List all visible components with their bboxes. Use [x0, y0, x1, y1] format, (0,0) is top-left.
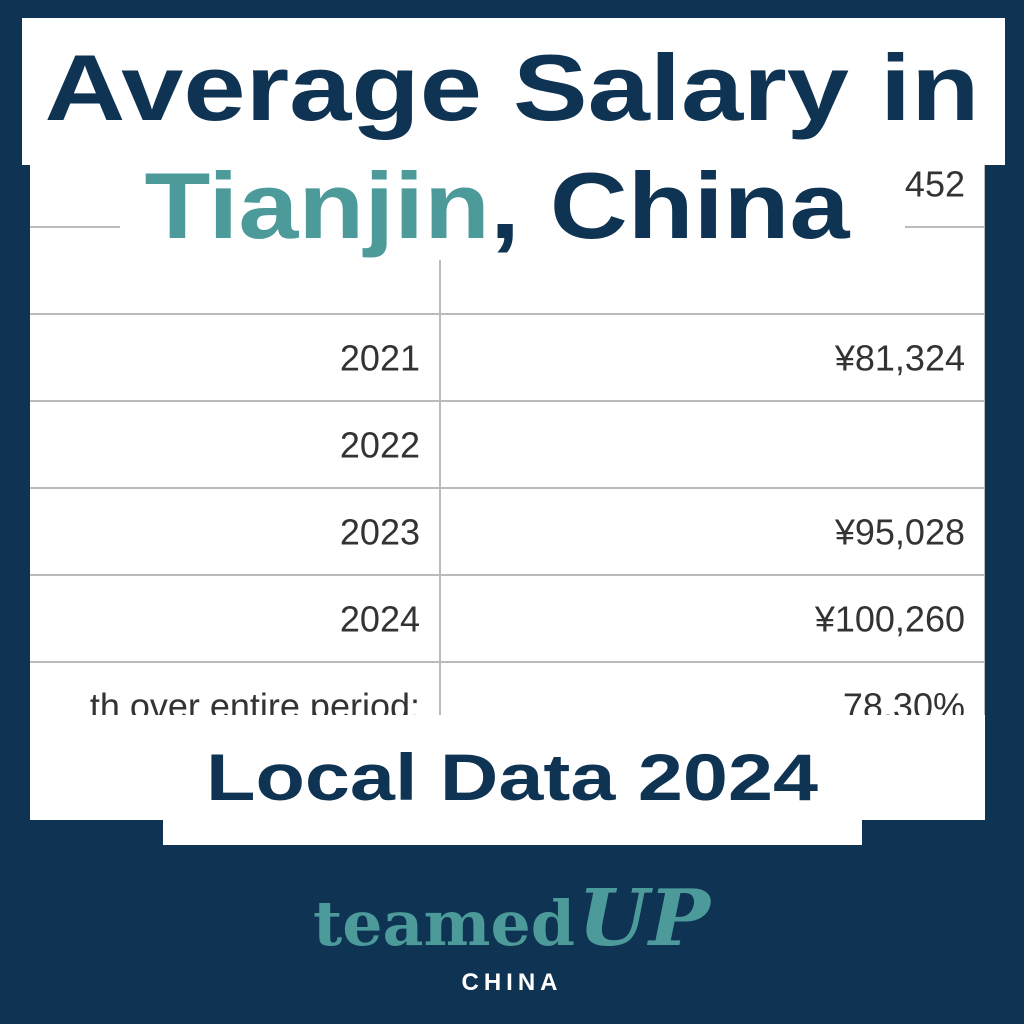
table-body: 452 2021 ¥81,324 2022 2023 ¥95,028 2024 ¥100,26… — [30, 140, 985, 727]
title-rest: , China — [490, 153, 850, 258]
title-box — [22, 18, 1005, 165]
title-line: Tianjin, China — [145, 153, 851, 258]
table-cell: 2022 — [340, 425, 420, 466]
table-cell: ¥81,324 — [834, 338, 965, 379]
subtitle-box — [163, 718, 862, 845]
salary-table: 452 2021 ¥81,324 2022 2023 ¥95,028 2024 ¥100,26… — [30, 140, 985, 727]
title-city: Tianjin — [145, 153, 491, 258]
table-cell: 2021 — [340, 338, 420, 379]
logo-mark: UP — [578, 873, 712, 964]
table-cell: 78.30% — [843, 686, 965, 727]
table-cell: 2023 — [340, 512, 420, 553]
table-cell: ¥95,028 — [834, 512, 965, 553]
logo-tagline: CHINA — [462, 969, 563, 996]
table-cell: th over entire period: — [90, 686, 420, 727]
subtitle: Local Data 2024 — [206, 740, 818, 814]
title-line: Average Salary in — [45, 35, 980, 140]
table-cell: 452 — [905, 164, 965, 205]
table-cell: ¥100,260 — [814, 599, 965, 640]
logo-word: teamed — [313, 887, 575, 960]
table-cell: 2024 — [340, 599, 420, 640]
title-box — [120, 150, 905, 260]
